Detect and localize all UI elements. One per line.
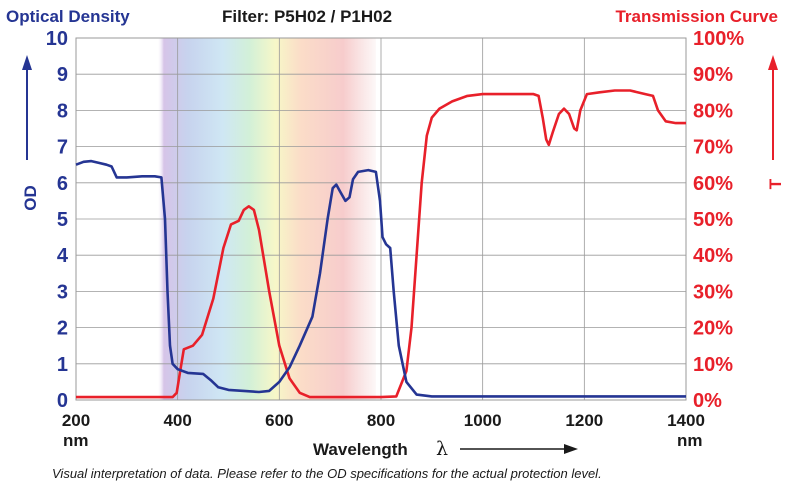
header-left-title: Optical Density — [6, 7, 130, 26]
x-tick-label: 1400 — [667, 411, 705, 430]
od-series-line — [75, 159, 686, 398]
header-center-title: Filter: P5H02 / P1H02 — [222, 7, 392, 26]
right-axis-arrowhead — [768, 55, 778, 70]
right-tick-label: 0% — [693, 390, 722, 412]
left-axis-ticks: 0 1 2 3 4 5 6 7 8 9 10 — [46, 28, 69, 412]
x-tick-label: 1200 — [565, 411, 603, 430]
header-right-title: Transmission Curve — [615, 7, 778, 26]
right-axis-label: T — [766, 178, 785, 189]
x-tick-label: 1000 — [464, 411, 502, 430]
left-tick-label: 0 — [57, 390, 68, 412]
right-axis-label-group: T — [766, 55, 785, 189]
x-axis-label: Wavelength — [313, 440, 408, 459]
transmission-series-line — [76, 89, 686, 399]
left-tick-label: 10 — [46, 28, 68, 50]
x-unit-right: nm — [677, 431, 703, 450]
x-axis-label-group: Wavelength λ — [313, 438, 578, 460]
right-tick-label: 80% — [693, 100, 733, 122]
right-tick-label: 50% — [693, 209, 733, 231]
left-tick-label: 6 — [57, 173, 68, 195]
plot-frame — [75, 37, 687, 401]
left-tick-label: 1 — [57, 354, 68, 376]
x-tick-label: 200 — [62, 411, 90, 430]
left-tick-label: 2 — [57, 318, 68, 340]
left-tick-label: 9 — [57, 64, 68, 86]
right-tick-label: 60% — [693, 173, 733, 195]
left-tick-label: 3 — [57, 281, 68, 303]
x-tick-label: 600 — [265, 411, 293, 430]
left-axis-label-group: OD — [21, 55, 40, 211]
left-tick-label: 5 — [57, 209, 68, 231]
x-axis-arrowhead — [564, 444, 578, 454]
x-tick-label: 400 — [163, 411, 191, 430]
right-tick-label: 90% — [693, 64, 733, 86]
right-tick-label: 100% — [693, 28, 744, 50]
right-tick-label: 30% — [693, 281, 733, 303]
left-tick-label: 7 — [57, 137, 68, 159]
right-tick-label: 20% — [693, 318, 733, 340]
right-axis-ticks: 0% 10% 20% 30% 40% 50% 60% 70% 80% 90% 100% — [693, 28, 744, 412]
plot-area: 0 1 2 3 4 5 6 7 8 9 10 0% 10% 20% 30% 40% 50% 60% 70% 80% 9… — [46, 28, 745, 430]
footnote: Visual interpretation of data. Please re… — [52, 466, 602, 481]
right-tick-label: 10% — [693, 354, 733, 376]
left-tick-label: 4 — [57, 245, 69, 267]
right-tick-label: 70% — [693, 137, 733, 159]
x-tick-label: 800 — [367, 411, 395, 430]
left-axis-label: OD — [21, 185, 40, 211]
x-axis-lambda: λ — [436, 438, 448, 460]
x-unit-left: nm — [63, 431, 89, 450]
left-axis-arrowhead — [22, 55, 32, 70]
left-tick-label: 8 — [57, 100, 68, 122]
x-axis-ticks: 200 400 600 800 1000 1200 1400 — [62, 411, 705, 430]
right-tick-label: 40% — [693, 245, 733, 267]
